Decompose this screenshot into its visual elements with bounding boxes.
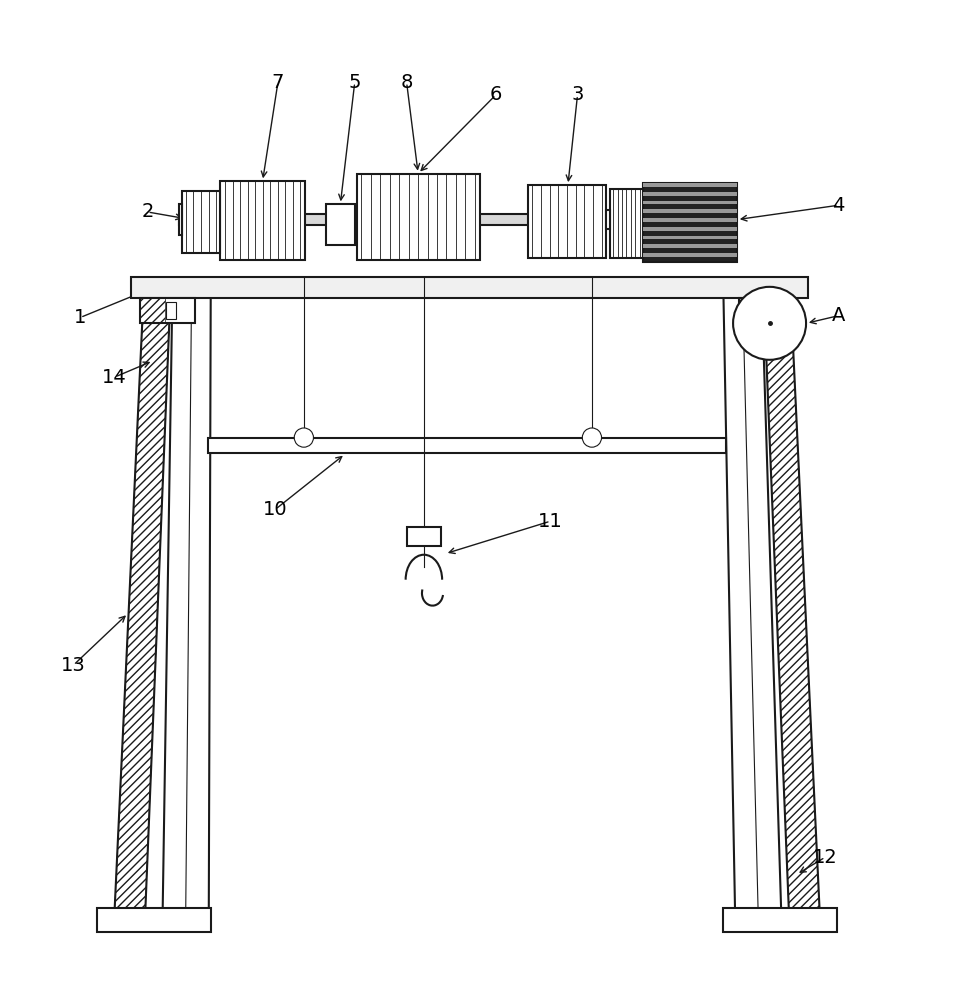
Bar [723, 908, 837, 932]
Polygon shape [115, 296, 170, 908]
Text: 2: 2 [142, 202, 153, 221]
Bar [325, 204, 354, 245]
Bar [167, 302, 176, 319]
Text: 11: 11 [538, 512, 563, 531]
Text: 12: 12 [813, 848, 838, 867]
Circle shape [733, 287, 806, 360]
Text: 1: 1 [74, 308, 87, 327]
Bar [208, 438, 726, 453]
Text: 5: 5 [349, 73, 361, 92]
Bar [140, 298, 165, 323]
Bar [643, 192, 737, 196]
Text: 6: 6 [490, 85, 502, 104]
Bar [221, 181, 305, 260]
Text: 8: 8 [401, 73, 413, 92]
Bar [643, 209, 737, 213]
Text: 13: 13 [61, 656, 86, 675]
Bar [607, 210, 611, 229]
Bar [769, 298, 794, 323]
Bar [643, 201, 737, 204]
Bar [643, 183, 737, 187]
Bar [140, 298, 195, 323]
Bar [528, 185, 607, 258]
Text: 14: 14 [102, 368, 127, 387]
Bar [179, 204, 182, 235]
Bar [131, 277, 808, 298]
Bar [179, 214, 731, 225]
Bar [406, 527, 441, 546]
Text: 3: 3 [571, 85, 584, 104]
Polygon shape [764, 296, 820, 908]
Bar [643, 227, 737, 231]
Bar [356, 174, 480, 260]
Bar [182, 191, 221, 253]
Bar [611, 189, 643, 258]
Bar [97, 908, 211, 932]
Circle shape [583, 428, 602, 447]
Text: 4: 4 [833, 196, 845, 215]
Bar [643, 253, 737, 257]
Circle shape [295, 428, 314, 447]
Bar [643, 218, 737, 222]
Text: 7: 7 [272, 73, 284, 92]
Text: A: A [832, 306, 846, 325]
Bar [761, 302, 770, 319]
Bar [643, 183, 737, 262]
Bar [643, 236, 737, 239]
Bar [739, 298, 794, 323]
Bar [643, 244, 737, 248]
Text: 10: 10 [263, 500, 287, 519]
